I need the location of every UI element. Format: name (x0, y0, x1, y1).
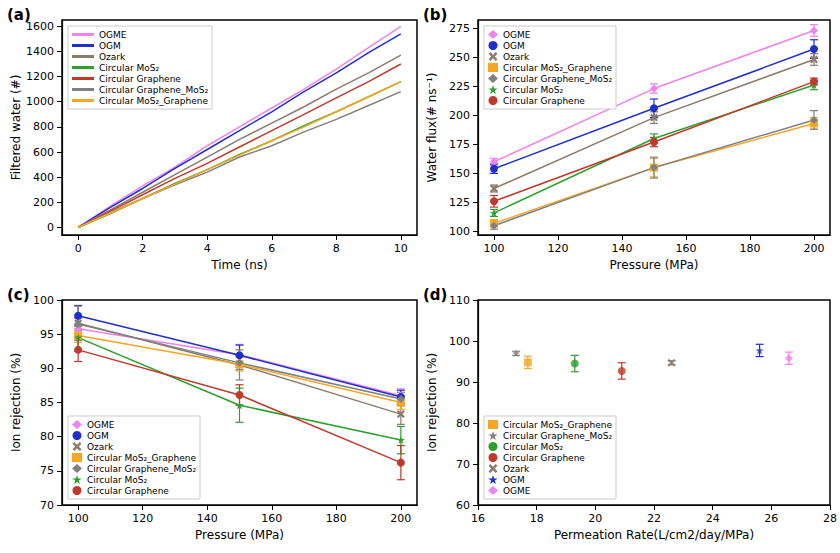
svg-text:180: 180 (326, 512, 347, 525)
svg-text:200: 200 (449, 109, 470, 122)
svg-text:Circular MoS₂_Graphene: Circular MoS₂_Graphene (503, 420, 612, 430)
svg-text:Time (ns): Time (ns) (210, 258, 267, 272)
svg-text:225: 225 (449, 80, 470, 93)
svg-text:200: 200 (804, 242, 825, 255)
svg-text:(b): (b) (423, 6, 447, 24)
svg-text:70: 70 (456, 458, 470, 471)
svg-text:60: 60 (456, 499, 470, 512)
svg-text:100: 100 (449, 225, 470, 238)
svg-text:400: 400 (33, 171, 54, 184)
svg-text:160: 160 (676, 242, 697, 255)
svg-text:2: 2 (139, 242, 146, 255)
svg-text:175: 175 (449, 138, 470, 151)
svg-text:800: 800 (33, 120, 54, 133)
svg-text:18: 18 (530, 512, 544, 525)
svg-text:275: 275 (449, 22, 470, 35)
svg-text:110: 110 (449, 294, 470, 307)
svg-text:8: 8 (333, 242, 340, 255)
svg-text:Circular MoS₂_Graphene: Circular MoS₂_Graphene (87, 453, 196, 463)
svg-text:OGME: OGME (503, 30, 531, 40)
svg-text:200: 200 (390, 512, 411, 525)
svg-text:Circular Graphene: Circular Graphene (99, 74, 181, 84)
svg-text:20: 20 (588, 512, 602, 525)
svg-text:Circular MoS₂: Circular MoS₂ (99, 63, 160, 73)
svg-text:120: 120 (548, 242, 569, 255)
svg-text:(c): (c) (7, 286, 30, 304)
svg-text:75: 75 (40, 464, 54, 477)
svg-text:Circular Graphene_MoS₂: Circular Graphene_MoS₂ (87, 464, 196, 474)
svg-text:140: 140 (197, 512, 218, 525)
svg-text:1400: 1400 (26, 45, 54, 58)
svg-text:Ozark: Ozark (503, 52, 530, 62)
svg-text:1600: 1600 (26, 19, 54, 33)
svg-text:100: 100 (33, 294, 54, 307)
svg-text:0: 0 (75, 242, 82, 255)
svg-text:OGM: OGM (99, 41, 121, 51)
svg-text:10: 10 (394, 242, 408, 255)
svg-text:120: 120 (132, 512, 153, 525)
svg-text:85: 85 (40, 396, 54, 409)
svg-text:(d): (d) (423, 286, 447, 304)
svg-text:Ion rejection (%): Ion rejection (%) (9, 353, 23, 452)
svg-text:Circular MoS₂_Graphene: Circular MoS₂_Graphene (503, 63, 612, 73)
svg-text:24: 24 (706, 512, 720, 525)
svg-text:Ozark: Ozark (99, 52, 126, 62)
svg-text:100: 100 (449, 335, 470, 348)
svg-text:180: 180 (740, 242, 761, 255)
svg-text:70: 70 (40, 499, 54, 512)
svg-text:Circular Graphene: Circular Graphene (503, 96, 585, 106)
svg-text:140: 140 (612, 242, 633, 255)
svg-text:4: 4 (204, 242, 211, 255)
svg-text:0: 0 (47, 221, 54, 234)
svg-text:100: 100 (68, 512, 89, 525)
svg-text:Circular Graphene: Circular Graphene (503, 453, 585, 463)
svg-text:160: 160 (261, 512, 282, 525)
svg-text:Circular MoS₂: Circular MoS₂ (503, 442, 564, 452)
svg-text:250: 250 (449, 51, 470, 64)
svg-text:6: 6 (268, 242, 275, 255)
svg-text:OGM: OGM (503, 475, 525, 485)
svg-text:Circular Graphene: Circular Graphene (87, 486, 169, 496)
svg-text:1200: 1200 (26, 70, 54, 83)
svg-text:Circular Graphene_MoS₂: Circular Graphene_MoS₂ (503, 74, 612, 84)
svg-text:OGM: OGM (503, 41, 525, 51)
svg-text:Circular MoS₂_Graphene: Circular MoS₂_Graphene (99, 96, 208, 106)
svg-text:100: 100 (484, 242, 505, 255)
svg-text:OGME: OGME (503, 486, 531, 496)
svg-text:95: 95 (40, 328, 54, 341)
svg-text:90: 90 (456, 376, 470, 389)
svg-text:Filtered water (#): Filtered water (#) (9, 75, 23, 181)
svg-text:Ion rejection (%): Ion rejection (%) (425, 353, 439, 452)
svg-text:26: 26 (764, 512, 778, 525)
svg-text:22: 22 (647, 512, 661, 525)
svg-text:Circular MoS₂: Circular MoS₂ (87, 475, 148, 485)
svg-text:90: 90 (40, 362, 54, 375)
svg-text:1000: 1000 (26, 95, 54, 108)
svg-text:16: 16 (471, 512, 485, 525)
svg-text:Ozark: Ozark (503, 464, 530, 474)
svg-text:Ozark: Ozark (87, 442, 114, 452)
svg-text:80: 80 (40, 430, 54, 443)
svg-text:Water flux(# ns⁻¹): Water flux(# ns⁻¹) (425, 73, 439, 183)
svg-text:Circular MoS₂: Circular MoS₂ (503, 85, 564, 95)
svg-text:(a): (a) (7, 6, 31, 24)
svg-text:OGME: OGME (99, 30, 127, 40)
svg-text:Permeation Rate(L/cm2/day/MPa): Permeation Rate(L/cm2/day/MPa) (554, 528, 754, 542)
svg-text:Pressure (MPa): Pressure (MPa) (195, 528, 284, 542)
svg-text:80: 80 (456, 417, 470, 430)
svg-text:OGM: OGM (87, 431, 109, 441)
svg-text:Circular Graphene_MoS₂: Circular Graphene_MoS₂ (99, 85, 208, 95)
svg-text:600: 600 (33, 146, 54, 159)
svg-text:200: 200 (33, 196, 54, 209)
svg-text:Circular Graphene_MoS₂: Circular Graphene_MoS₂ (503, 431, 612, 441)
svg-text:OGME: OGME (87, 420, 115, 430)
svg-text:125: 125 (449, 196, 470, 209)
svg-text:Pressure (MPa): Pressure (MPa) (610, 258, 699, 272)
svg-text:150: 150 (449, 167, 470, 180)
svg-text:28: 28 (823, 512, 837, 525)
